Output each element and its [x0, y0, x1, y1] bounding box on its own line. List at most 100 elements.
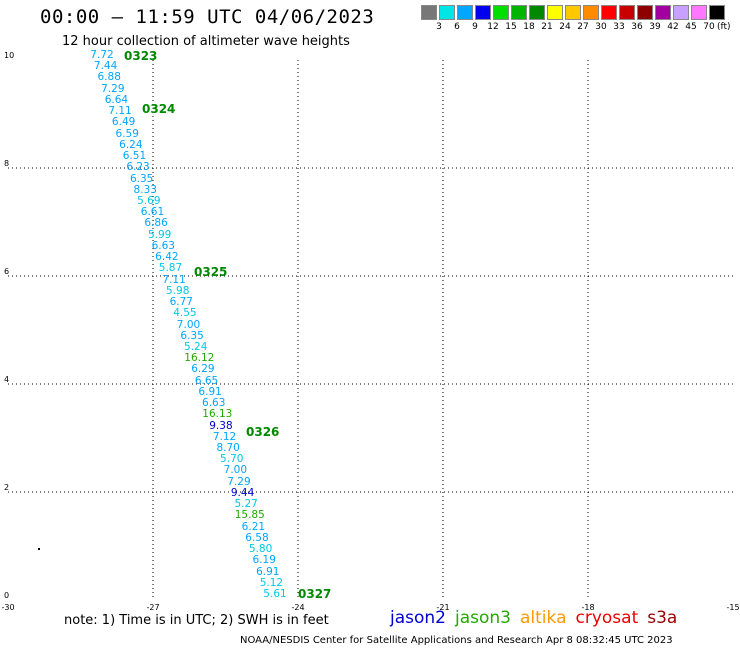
legend-s3a: s3a — [647, 608, 678, 628]
wave-height-value: 7.11 — [162, 273, 186, 286]
wave-height-value: 7.44 — [93, 60, 118, 73]
date-marker: 0324 — [142, 102, 176, 116]
y-tick-label: 10 — [4, 51, 15, 60]
scale-swatch — [709, 5, 725, 20]
map-subtitle: 12 hour collection of altimeter wave hei… — [62, 34, 350, 49]
legend-jason3: jason3 — [455, 608, 511, 628]
y-tick-label: 8 — [4, 159, 10, 168]
wave-height-value: 9.38 — [209, 419, 233, 432]
wave-height-value: 6.91 — [256, 565, 280, 578]
wave-height-value: 5.24 — [184, 340, 208, 353]
scale-swatch — [547, 5, 563, 20]
scale-label: 70 — [703, 22, 715, 32]
wave-height-value: 6.29 — [191, 363, 215, 376]
wave-height-value: 5.61 — [263, 588, 287, 600]
wave-height-value: 7.00 — [176, 318, 201, 331]
scale-label: 27 — [577, 22, 589, 32]
scale-swatch — [673, 5, 689, 20]
wave-height-value: 6.58 — [245, 531, 269, 544]
wave-height-value: 5.87 — [158, 262, 183, 275]
x-tick-label: -18 — [581, 603, 595, 612]
scale-swatch — [691, 5, 707, 20]
scale-label: 6 — [454, 22, 460, 32]
scale-label: 24 — [559, 22, 571, 32]
wave-height-value: 4.55 — [173, 307, 197, 320]
scale-swatch — [493, 5, 509, 20]
wave-height-value: 6.49 — [111, 116, 136, 129]
wave-height-value: 5.69 — [137, 194, 161, 207]
wave-height-value: 6.19 — [252, 554, 276, 567]
wave-height-value: 5.70 — [220, 453, 244, 466]
wave-height-value: 5.27 — [234, 498, 258, 511]
wave-height-value: 7.12 — [212, 430, 237, 443]
wave-height-value: 6.91 — [198, 385, 222, 398]
x-tick-label: -30 — [1, 603, 15, 612]
wave-height-value: 6.61 — [140, 206, 165, 219]
wave-height-value: 16.12 — [184, 352, 215, 365]
wave-height-value: 6.35 — [129, 172, 154, 185]
wave-height-value: 6.35 — [180, 329, 204, 342]
wave-height-value: 16.13 — [202, 408, 233, 421]
footer-credit: NOAA/NESDIS Center for Satellite Applica… — [240, 635, 673, 646]
wave-height-value: 6.63 — [151, 239, 175, 252]
wave-height-value: 7.72 — [90, 49, 114, 61]
wave-height-value: 6.86 — [144, 217, 168, 230]
scale-label: 12 — [487, 22, 499, 32]
wave-height-value: 6.51 — [122, 150, 147, 163]
scale-label: 33 — [613, 22, 625, 32]
date-marker: 0327 — [298, 587, 332, 601]
scale-label: 15 — [505, 22, 517, 32]
wave-height-value: 15.85 — [234, 509, 265, 522]
scale-label: 36 — [631, 22, 643, 32]
scale-swatch — [421, 5, 437, 20]
legend-cryosat: cryosat — [575, 608, 639, 628]
wave-height-value: 7.29 — [227, 475, 251, 488]
wave-height-value: 5.80 — [248, 543, 273, 556]
x-tick-label: -27 — [146, 603, 160, 612]
y-tick-label: 4 — [4, 375, 10, 384]
scale-swatch — [583, 5, 599, 20]
date-marker: 0323 — [124, 49, 158, 63]
wave-height-value: 6.24 — [119, 138, 143, 151]
scale-swatch — [655, 5, 671, 20]
wave-height-value: 6.59 — [115, 127, 139, 140]
scale-swatch — [619, 5, 635, 20]
wave-height-value: 8.70 — [216, 442, 240, 455]
scale-swatch — [457, 5, 473, 20]
wave-height-value: 5.99 — [147, 228, 172, 241]
scale-label: 21 — [541, 22, 553, 32]
scale-swatch — [439, 5, 455, 20]
wave-height-value: 6.63 — [202, 397, 226, 410]
scale-swatch — [529, 5, 545, 20]
wave-height-value: 5.98 — [165, 284, 190, 297]
wave-height-value: 6.42 — [155, 251, 179, 264]
scale-swatch — [601, 5, 617, 20]
wave-height-value: 6.64 — [104, 93, 129, 106]
date-marker: 0326 — [246, 425, 280, 439]
wave-height-value: 7.11 — [108, 105, 132, 118]
wave-height-value: 6.65 — [194, 374, 219, 387]
scale-unit: (ft) — [717, 22, 731, 32]
scale-label: 9 — [472, 22, 478, 32]
date-marker: 0325 — [194, 265, 228, 279]
scale-swatch — [511, 5, 527, 20]
scale-label: 42 — [667, 22, 679, 32]
y-tick-label: 6 — [4, 267, 10, 276]
satellite-legend: jason2 jason3 altika cryosat s3a — [390, 608, 686, 628]
wave-height-value: 7.00 — [223, 464, 248, 477]
scale-label: 18 — [523, 22, 535, 32]
wave-height-value: 6.23 — [126, 161, 150, 174]
wave-height-value: 6.88 — [97, 71, 121, 84]
wave-height-value: 6.21 — [241, 520, 266, 533]
wave-height-value: 8.33 — [133, 183, 157, 196]
legend-jason2: jason2 — [390, 608, 446, 628]
wave-height-value: 6.77 — [169, 296, 193, 309]
y-tick-label: 2 — [4, 483, 10, 492]
y-tick-label: 0 — [4, 591, 10, 600]
note-text: note: 1) Time is in UTC; 2) SWH is in fe… — [64, 613, 329, 628]
wave-height-value: 7.29 — [101, 82, 125, 95]
wave-height-value: 9.44 — [230, 486, 255, 499]
scale-label: 45 — [685, 22, 697, 32]
scale-swatch — [565, 5, 581, 20]
